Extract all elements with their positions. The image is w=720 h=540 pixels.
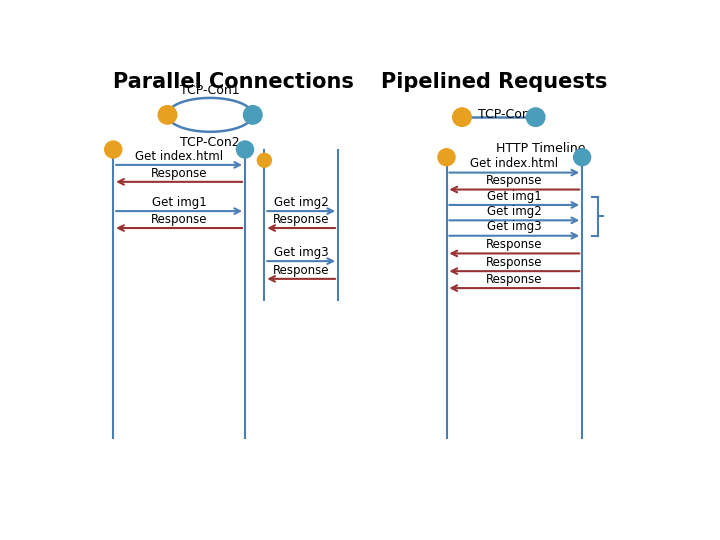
Circle shape [258, 153, 271, 167]
Circle shape [526, 108, 545, 126]
Text: HTTP Timeline: HTTP Timeline [497, 142, 586, 155]
Text: Get img1: Get img1 [152, 196, 207, 209]
Text: Response: Response [273, 213, 330, 226]
Text: Get img3: Get img3 [274, 246, 328, 259]
Text: TCP-Con2: TCP-Con2 [180, 136, 240, 148]
Circle shape [438, 148, 455, 166]
Circle shape [158, 106, 177, 124]
Text: Get img3: Get img3 [487, 220, 541, 233]
Circle shape [236, 141, 253, 158]
Text: Get index.html: Get index.html [470, 157, 559, 170]
Text: Get img1: Get img1 [487, 190, 541, 202]
Text: Response: Response [151, 166, 207, 179]
Text: TCP-Con: TCP-Con [477, 107, 529, 120]
Text: Response: Response [273, 264, 330, 276]
Text: Response: Response [486, 256, 543, 269]
Circle shape [104, 141, 122, 158]
Text: Response: Response [151, 213, 207, 226]
Text: Parallel Connections: Parallel Connections [113, 72, 354, 92]
Text: Pipelined Requests: Pipelined Requests [381, 72, 607, 92]
Circle shape [574, 148, 590, 166]
Text: Get index.html: Get index.html [135, 150, 223, 163]
Text: Response: Response [486, 273, 543, 286]
Text: Response: Response [486, 174, 543, 187]
Circle shape [243, 106, 262, 124]
Text: Get img2: Get img2 [487, 205, 541, 218]
Circle shape [453, 108, 472, 126]
Text: Get img2: Get img2 [274, 196, 328, 209]
Text: TCP-Con1: TCP-Con1 [180, 84, 240, 97]
Text: Response: Response [486, 238, 543, 251]
